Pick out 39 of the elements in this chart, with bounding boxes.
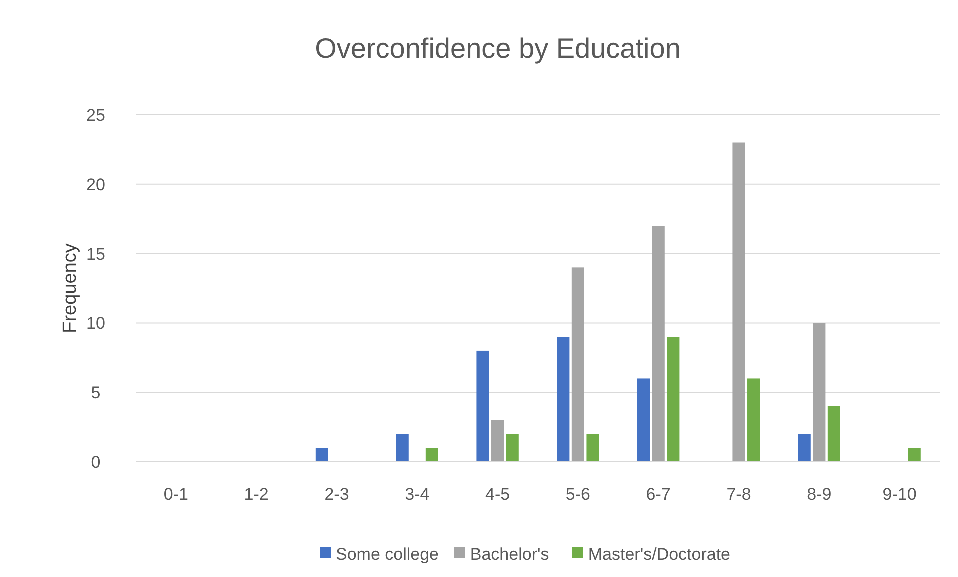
y-tick-label: 25 (86, 106, 106, 125)
y-tick-label: 20 (86, 175, 106, 194)
x-tick-label: 1-2 (244, 485, 269, 504)
bar (557, 337, 570, 462)
bar (908, 448, 921, 462)
x-tick-label: 8-9 (807, 485, 832, 504)
bar (638, 378, 650, 462)
bar (828, 406, 840, 462)
legend-label: Master's/Doctorate (588, 544, 731, 564)
bar (586, 434, 600, 462)
x-tick-label: 2-3 (324, 485, 350, 504)
y-tick-label: 0 (91, 452, 101, 472)
bar (652, 226, 665, 462)
legend-label: Bachelor's (470, 544, 550, 564)
x-tick-label: 6-7 (646, 485, 671, 504)
bar (506, 434, 519, 462)
y-tick-label: 5 (91, 384, 101, 403)
bar (316, 448, 328, 462)
y-axis-title: Frequency (60, 243, 81, 334)
bar (798, 434, 811, 462)
x-tick-label: 4-5 (486, 485, 510, 504)
chart-title: Overconfidence by Education (315, 33, 681, 64)
bar (813, 323, 826, 462)
bar (572, 268, 584, 462)
bar (396, 434, 409, 462)
x-tick-label: 5-6 (566, 485, 590, 504)
legend-label: Some college (336, 544, 440, 564)
bar (492, 420, 504, 462)
bar (667, 337, 680, 462)
x-tick-label: 0-1 (164, 485, 188, 504)
bar (732, 142, 746, 462)
bar (426, 448, 438, 462)
bar (476, 350, 490, 462)
bar (748, 378, 760, 462)
x-tick-label: 3-4 (405, 485, 430, 504)
x-tick-label: 9-10 (882, 485, 917, 504)
y-tick-label: 15 (86, 244, 106, 264)
x-tick-label: 7-8 (726, 485, 752, 504)
y-tick-label: 10 (86, 314, 106, 334)
